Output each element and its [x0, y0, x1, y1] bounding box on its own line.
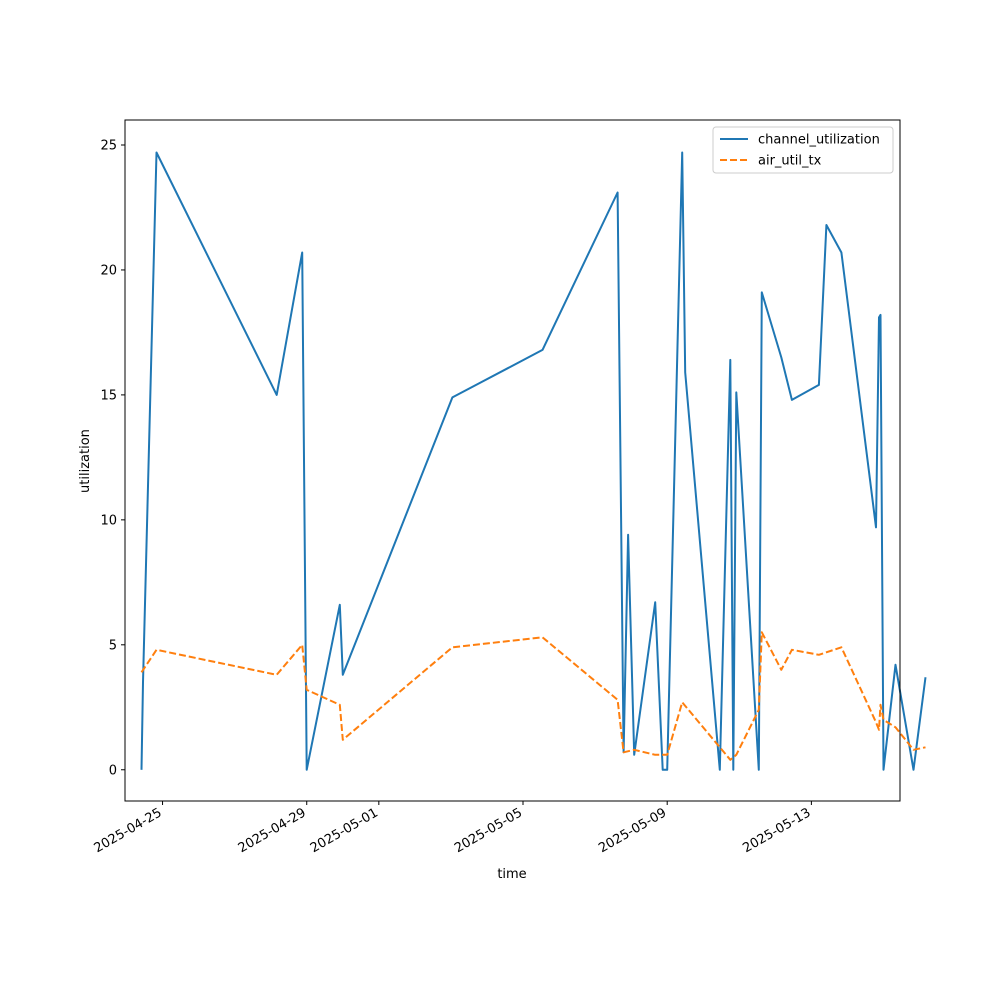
legend-label: air_util_tx — [758, 154, 822, 169]
y-tick-label: 10 — [100, 513, 117, 528]
series-line-air-util-tx — [140, 631, 926, 761]
plot-frame — [124, 119, 901, 802]
y-tick-label: 25 — [100, 138, 117, 153]
series-line-channel-utilization — [140, 151, 927, 771]
plot-lines — [140, 151, 927, 771]
y-axis: 0 5 10 15 20 25 — [100, 138, 125, 778]
y-tick-label: 20 — [100, 263, 117, 278]
y-tick-label: 15 — [100, 388, 117, 403]
legend-box — [712, 126, 894, 174]
y-axis-label: utilization — [78, 429, 93, 493]
legend-label: channel_utilization — [758, 133, 880, 148]
y-tick-label: 0 — [109, 763, 117, 778]
legend: channel_utilization air_util_tx — [712, 126, 894, 174]
x-axis-label: time — [497, 867, 526, 882]
y-tick-label: 5 — [109, 638, 117, 653]
